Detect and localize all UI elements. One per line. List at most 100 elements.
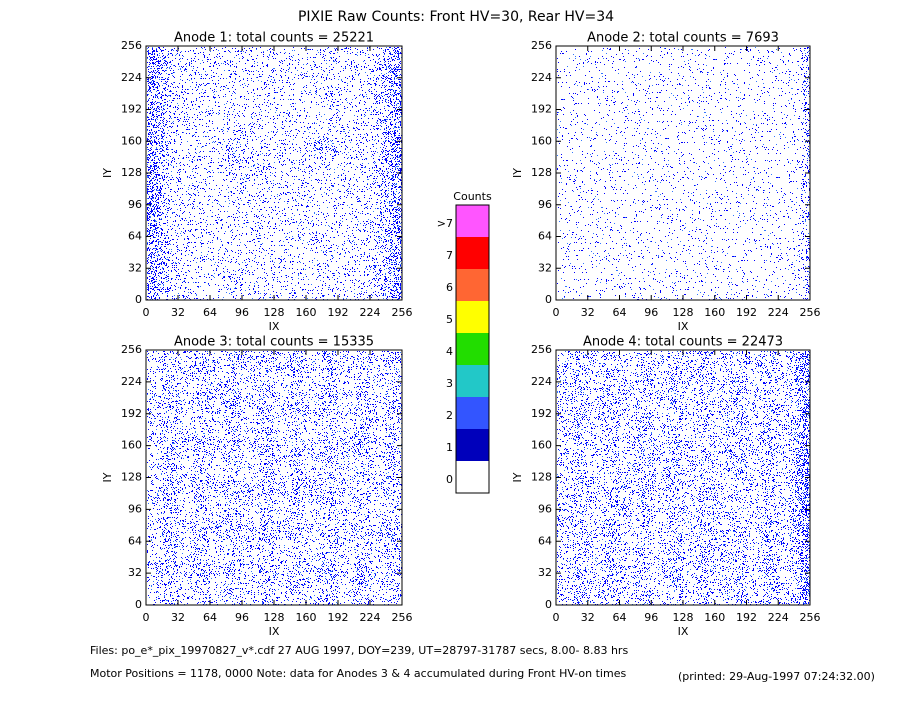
x-tick-label: 160 — [296, 306, 317, 319]
y-tick-label: 32 — [538, 261, 552, 274]
colorbar-title: Counts — [453, 190, 492, 203]
x-tick-label: 96 — [235, 611, 249, 624]
x-tick-label: 96 — [235, 306, 249, 319]
panel-title: Anode 1: total counts = 25221 — [174, 31, 374, 46]
x-tick-label: 0 — [143, 306, 150, 319]
colorbar-label: 5 — [446, 313, 453, 326]
y-axis-label: IY — [511, 472, 524, 482]
y-tick-label: 0 — [135, 598, 142, 611]
x-tick-label: 0 — [553, 306, 560, 319]
colorbar-cell — [456, 269, 489, 301]
y-tick-label: 192 — [121, 103, 142, 116]
x-tick-label: 32 — [581, 611, 595, 624]
colorbar-cell — [456, 333, 489, 365]
y-tick-label: 256 — [531, 343, 552, 356]
colorbar-label: 3 — [446, 377, 453, 390]
panel-title: Anode 3: total counts = 15335 — [174, 335, 374, 350]
x-tick-label: 128 — [264, 611, 285, 624]
colorbar-cell — [456, 429, 489, 461]
x-axis-label: IX — [269, 625, 280, 638]
footer-files: Files: po_e*_pix_19970827_v*.cdf 27 AUG … — [90, 644, 628, 657]
pixel-texture-light — [557, 351, 810, 605]
y-tick-label: 0 — [545, 598, 552, 611]
colorbar-label: 7 — [446, 249, 453, 262]
colorbar-frame — [455, 204, 490, 494]
colorbar-cell — [456, 301, 489, 333]
x-tick-label: 256 — [392, 306, 413, 319]
pixel-texture — [147, 47, 402, 300]
y-tick-label: 96 — [538, 198, 552, 211]
pixel-texture — [557, 351, 810, 605]
y-tick-label: 192 — [531, 103, 552, 116]
x-tick-label: 256 — [800, 306, 821, 319]
colorbar-label: 2 — [446, 409, 453, 422]
x-tick-label: 96 — [644, 306, 658, 319]
colorbar-cell — [456, 461, 489, 493]
x-tick-label: 256 — [392, 611, 413, 624]
x-tick-label: 160 — [704, 611, 725, 624]
x-tick-label: 128 — [673, 611, 694, 624]
y-tick-label: 0 — [545, 293, 552, 306]
x-tick-label: 224 — [768, 306, 789, 319]
colorbar-cell — [456, 397, 489, 429]
y-tick-label: 0 — [135, 293, 142, 306]
footer-motor: Motor Positions = 1178, 0000 Note: data … — [90, 667, 626, 680]
panel-title: Anode 4: total counts = 22473 — [583, 335, 783, 350]
x-tick-label: 32 — [581, 306, 595, 319]
y-tick-label: 256 — [121, 39, 142, 52]
y-tick-label: 96 — [128, 198, 142, 211]
x-axis-label: IX — [269, 320, 280, 333]
x-tick-label: 224 — [360, 306, 381, 319]
x-tick-label: 192 — [328, 611, 349, 624]
colorbar-cell — [456, 237, 489, 269]
x-tick-label: 192 — [736, 611, 757, 624]
y-tick-label: 160 — [121, 439, 142, 452]
x-tick-label: 192 — [736, 306, 757, 319]
x-axis-label: IX — [678, 320, 689, 333]
y-tick-label: 64 — [538, 534, 552, 547]
x-tick-label: 64 — [613, 306, 627, 319]
x-tick-label: 128 — [673, 306, 694, 319]
y-tick-label: 256 — [121, 343, 142, 356]
x-tick-label: 96 — [644, 611, 658, 624]
pixel-texture — [147, 351, 402, 605]
y-tick-label: 160 — [531, 134, 552, 147]
x-tick-label: 32 — [171, 611, 185, 624]
x-tick-label: 64 — [613, 611, 627, 624]
y-tick-label: 64 — [538, 230, 552, 243]
x-axis-label: IX — [678, 625, 689, 638]
y-tick-label: 32 — [128, 566, 142, 579]
y-tick-label: 32 — [128, 261, 142, 274]
y-tick-label: 128 — [531, 471, 552, 484]
x-tick-label: 64 — [203, 611, 217, 624]
colorbar-cell — [456, 205, 489, 237]
y-axis-label: IY — [511, 168, 524, 178]
y-tick-label: 192 — [121, 407, 142, 420]
colorbar-label: 6 — [446, 281, 453, 294]
y-tick-label: 224 — [121, 71, 142, 84]
y-tick-label: 64 — [128, 230, 142, 243]
x-tick-label: 0 — [553, 611, 560, 624]
colorbar-label: >7 — [437, 217, 453, 230]
y-tick-label: 96 — [128, 502, 142, 515]
y-tick-label: 64 — [128, 534, 142, 547]
y-tick-label: 224 — [531, 71, 552, 84]
x-tick-label: 128 — [264, 306, 285, 319]
y-tick-label: 128 — [121, 471, 142, 484]
colorbar-cell — [456, 365, 489, 397]
pixel-texture-light — [147, 351, 402, 605]
y-tick-label: 160 — [531, 439, 552, 452]
colorbar-label: 0 — [446, 473, 453, 486]
y-tick-label: 224 — [531, 375, 552, 388]
y-tick-label: 128 — [531, 166, 552, 179]
y-axis-label: IY — [101, 472, 114, 482]
y-tick-label: 32 — [538, 566, 552, 579]
x-tick-label: 224 — [360, 611, 381, 624]
x-tick-label: 0 — [143, 611, 150, 624]
x-tick-label: 224 — [768, 611, 789, 624]
x-tick-label: 256 — [800, 611, 821, 624]
x-tick-label: 32 — [171, 306, 185, 319]
y-tick-label: 160 — [121, 134, 142, 147]
pixel-texture-light — [147, 47, 402, 300]
